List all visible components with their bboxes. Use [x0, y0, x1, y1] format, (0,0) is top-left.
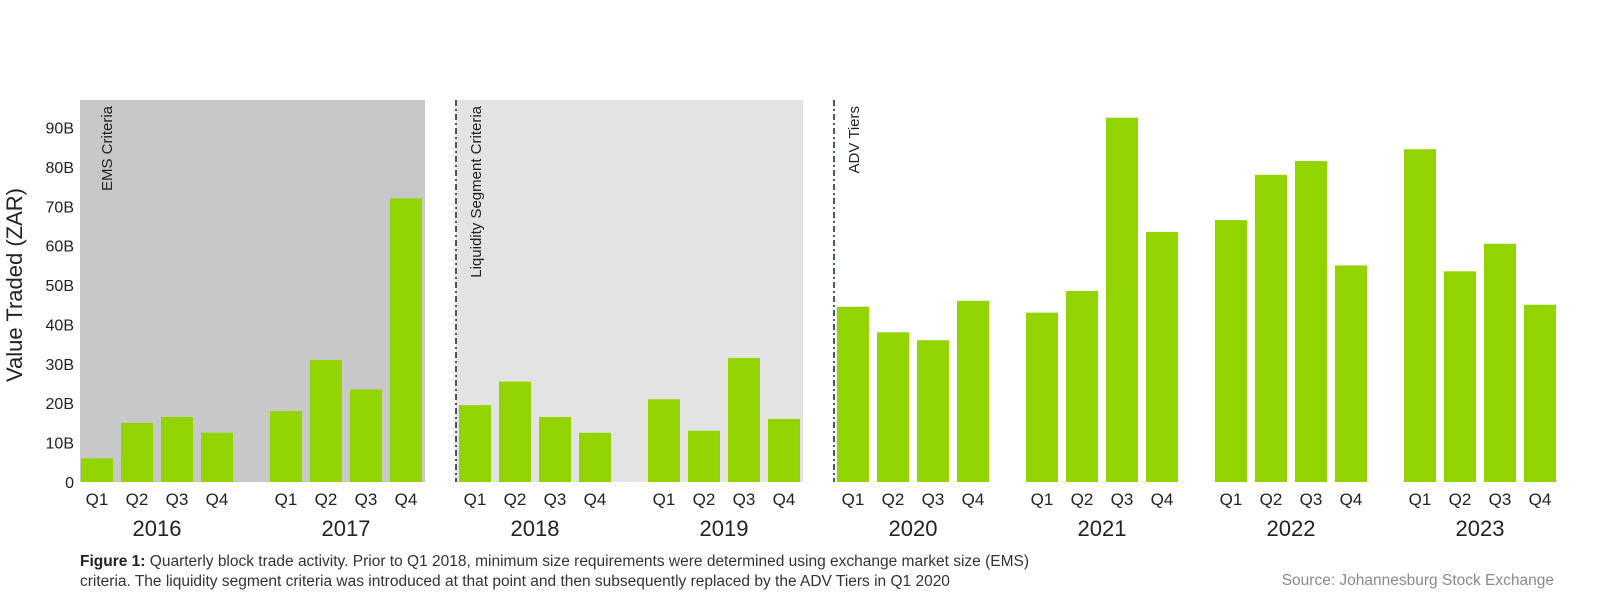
y-tick-label: 40B — [46, 317, 74, 334]
criteria-regions — [80, 100, 803, 482]
x-tick-label-quarter: Q1 — [1409, 490, 1432, 509]
y-tick-label: 30B — [46, 357, 74, 374]
bar-2018-Q3 — [539, 417, 571, 482]
region-label-1: Liquidity Segment Criteria — [468, 105, 485, 277]
figure-label: Figure 1: — [80, 553, 146, 570]
y-tick-label: 60B — [46, 239, 74, 256]
region-label-2: ADV Tiers — [846, 106, 863, 174]
bar-2021-Q4 — [1146, 231, 1178, 482]
x-tick-label-quarter: Q1 — [86, 490, 109, 509]
bar-2020-Q1 — [837, 306, 869, 482]
bar-2018-Q1 — [459, 405, 491, 482]
x-tick-label-year: 2018 — [511, 516, 560, 541]
x-tick-label-quarter: Q2 — [126, 490, 149, 509]
y-tick-label: 20B — [46, 396, 74, 413]
criteria-dividers — [455, 100, 835, 482]
bars-group — [81, 117, 1556, 482]
x-tick-label-quarter: Q1 — [464, 490, 487, 509]
x-tick-label-quarter: Q4 — [206, 490, 229, 509]
x-tick-label-quarter: Q1 — [1031, 490, 1054, 509]
x-tick-label-quarter: Q2 — [882, 490, 905, 509]
x-tick-label-quarter: Q4 — [1529, 490, 1552, 509]
x-tick-label-quarter: Q2 — [693, 490, 716, 509]
bar-2022-Q4 — [1335, 265, 1367, 482]
bar-2021-Q2 — [1066, 291, 1098, 482]
x-tick-label-quarter: Q2 — [1071, 490, 1094, 509]
bar-2023-Q2 — [1444, 271, 1476, 482]
bar-2019-Q2 — [688, 430, 720, 482]
x-tick-label-quarter: Q1 — [1220, 490, 1243, 509]
region-labels: EMS Criteria Liquidity Segment Criteria AD… — [99, 105, 863, 277]
y-tick-label: 80B — [46, 160, 74, 177]
x-tick-label-quarter: Q4 — [584, 490, 607, 509]
bar-2019-Q4 — [768, 418, 800, 482]
bar-2017-Q1 — [270, 411, 302, 482]
bar-2021-Q3 — [1106, 117, 1138, 482]
x-tick-label-quarter: Q3 — [733, 490, 756, 509]
bar-2020-Q3 — [917, 340, 949, 482]
y-tick-label: 10B — [46, 436, 74, 453]
x-tick-label-quarter: Q2 — [504, 490, 527, 509]
y-tick-label: 0 — [65, 475, 74, 492]
x-tick-label-year: 2023 — [1456, 516, 1505, 541]
y-tick-label: 50B — [46, 278, 74, 295]
y-axis-title: Value Traded (ZAR) — [2, 188, 27, 382]
x-tick-label-year: 2021 — [1078, 516, 1127, 541]
bar-2017-Q4 — [390, 198, 422, 482]
block-trade-chart: EMS Criteria Liquidity Segment Criteria AD… — [2, 100, 1556, 541]
x-tick-label-quarter: Q1 — [842, 490, 865, 509]
bar-2021-Q1 — [1026, 312, 1058, 482]
y-axis: 0 10B 20B 30B 40B 50B 60B 70B 80B 90B — [46, 121, 75, 492]
x-tick-label-year: 2019 — [700, 516, 749, 541]
x-tick-label-quarter: Q1 — [275, 490, 298, 509]
bar-2023-Q3 — [1484, 243, 1516, 482]
bar-2022-Q3 — [1295, 161, 1327, 482]
x-axis: Q1 Q2 Q3 Q4 2016 Q1 Q2 Q3 Q4 2017 Q1 Q2 Q3 Q4 2018 Q1 Q2… — [86, 490, 1552, 541]
bar-2023-Q1 — [1404, 149, 1436, 482]
x-tick-label-quarter: Q3 — [166, 490, 189, 509]
x-tick-label-quarter: Q4 — [1151, 490, 1174, 509]
x-tick-label-quarter: Q4 — [395, 490, 418, 509]
bar-2016-Q4 — [201, 432, 233, 482]
bar-2019-Q3 — [728, 357, 760, 482]
x-tick-label-quarter: Q2 — [1260, 490, 1283, 509]
bar-2022-Q1 — [1215, 220, 1247, 482]
x-tick-label-quarter: Q2 — [315, 490, 338, 509]
bar-2016-Q3 — [161, 417, 193, 482]
x-tick-label-quarter: Q3 — [1111, 490, 1134, 509]
bar-2020-Q2 — [877, 332, 909, 482]
x-tick-label-quarter: Q4 — [773, 490, 796, 509]
figure-caption: Figure 1: Quarterly block trade activity… — [80, 552, 1080, 592]
y-tick-label: 90B — [46, 121, 74, 138]
bar-2018-Q2 — [499, 381, 531, 482]
x-tick-label-quarter: Q1 — [653, 490, 676, 509]
bar-2016-Q1 — [81, 458, 113, 482]
x-tick-label-year: 2022 — [1267, 516, 1316, 541]
x-tick-label-year: 2016 — [133, 516, 182, 541]
bar-2016-Q2 — [121, 422, 153, 482]
x-tick-label-quarter: Q3 — [355, 490, 378, 509]
bar-2017-Q3 — [350, 389, 382, 482]
bar-2020-Q4 — [957, 300, 989, 482]
x-tick-label-quarter: Q3 — [922, 490, 945, 509]
x-tick-label-quarter: Q3 — [544, 490, 567, 509]
x-tick-label-year: 2020 — [889, 516, 938, 541]
caption-text: Quarterly block trade activity. Prior to… — [80, 553, 1030, 590]
bar-2019-Q1 — [648, 399, 680, 482]
y-tick-label: 70B — [46, 199, 74, 216]
bar-2023-Q4 — [1524, 304, 1556, 482]
bar-2022-Q2 — [1255, 174, 1287, 482]
bar-2018-Q4 — [579, 432, 611, 482]
x-tick-label-quarter: Q4 — [962, 490, 985, 509]
x-tick-label-quarter: Q2 — [1449, 490, 1472, 509]
x-tick-label-year: 2017 — [322, 516, 371, 541]
x-tick-label-quarter: Q3 — [1489, 490, 1512, 509]
x-tick-label-quarter: Q3 — [1300, 490, 1323, 509]
source-note: Source: Johannesburg Stock Exchange — [1281, 572, 1554, 589]
x-tick-label-quarter: Q4 — [1340, 490, 1363, 509]
bar-2017-Q2 — [310, 359, 342, 482]
region-label-0: EMS Criteria — [99, 105, 116, 191]
